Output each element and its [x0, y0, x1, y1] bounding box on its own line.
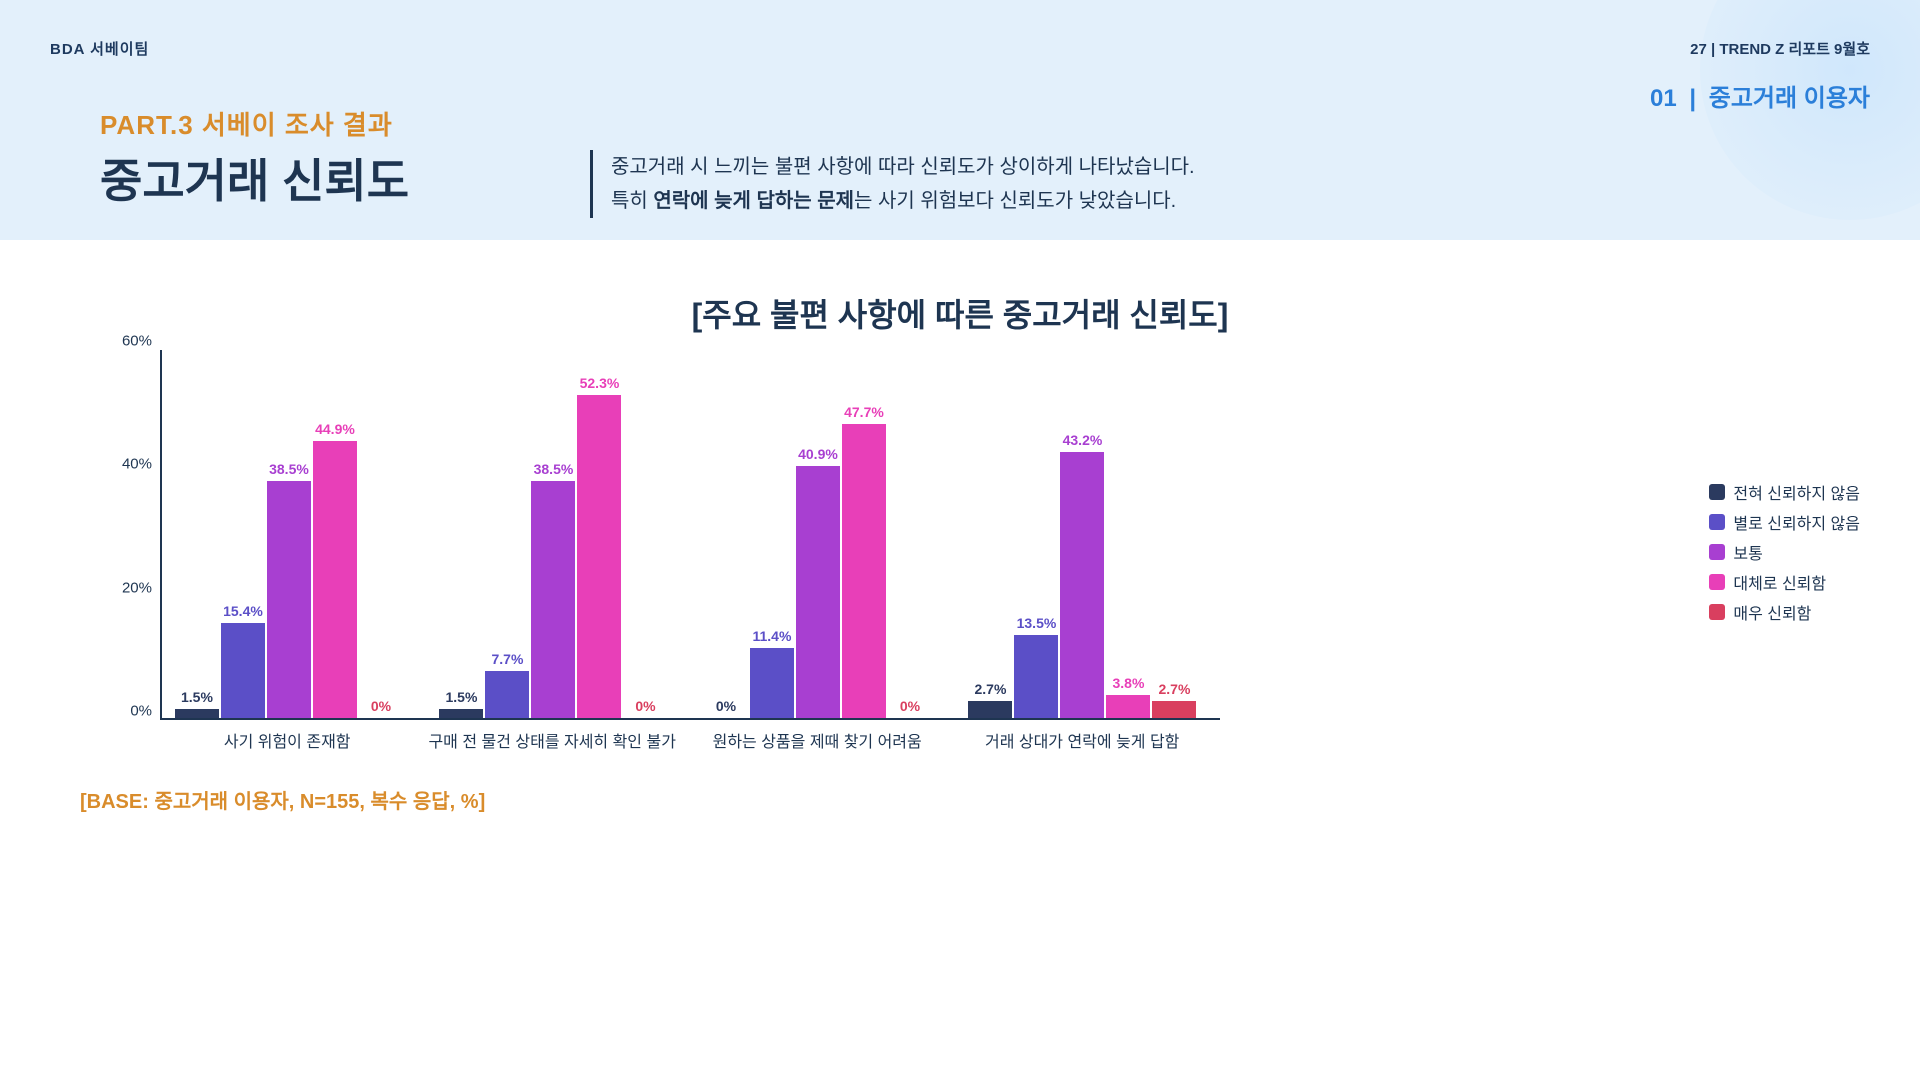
bar-value-label: 11.4%	[752, 628, 791, 644]
desc-line-1: 중고거래 시 느끼는 불편 사항에 따라 신뢰도가 상이하게 나타났습니다.	[611, 150, 1195, 184]
legend-label: 대체로 신뢰함	[1733, 570, 1826, 594]
y-axis: 0%20%40%60%	[100, 350, 160, 720]
legend-swatch	[1709, 574, 1725, 590]
y-tick: 20%	[122, 579, 152, 596]
bar-value-label: 13.5%	[1017, 615, 1057, 631]
legend-label: 전혀 신뢰하지 않음	[1733, 480, 1860, 504]
bar-value-label: 1.5%	[181, 689, 213, 705]
y-tick: 40%	[122, 456, 152, 473]
bar-value-label: 44.9%	[315, 421, 355, 437]
legend-item: 별로 신뢰하지 않음	[1709, 510, 1860, 534]
legend-item: 대체로 신뢰함	[1709, 570, 1860, 594]
x-category-label: 거래 상대가 연락에 늦게 답함	[985, 728, 1179, 752]
bar: 44.9%	[313, 441, 357, 718]
bar-value-label: 2.7%	[1158, 681, 1190, 697]
part-label: PART.3 서베이 조사 결과	[100, 105, 393, 142]
desc-line-2: 특히 연락에 늦게 답하는 문제는 사기 위험보다 신뢰도가 낮았습니다.	[611, 184, 1195, 218]
legend-item: 매우 신뢰함	[1709, 600, 1860, 624]
legend-swatch	[1709, 514, 1725, 530]
team-label: BDA 서베이팀	[50, 38, 149, 59]
bar-value-label: 0%	[635, 698, 655, 714]
bar: 13.5%	[1014, 635, 1058, 718]
section-divider: |	[1689, 85, 1696, 112]
bar-group: 1.5%7.7%38.5%52.3%0%	[439, 395, 667, 718]
bar: 52.3%	[577, 395, 621, 718]
x-category-label: 사기 위험이 존재함	[224, 728, 351, 752]
x-category-label: 구매 전 물건 상태를 자세히 확인 불가	[428, 728, 675, 752]
bar: 1.5%	[175, 709, 219, 718]
chart-legend: 전혀 신뢰하지 않음별로 신뢰하지 않음보통대체로 신뢰함매우 신뢰함	[1709, 480, 1860, 630]
legend-label: 매우 신뢰함	[1733, 600, 1811, 624]
bar-value-label: 0%	[371, 698, 391, 714]
desc-line-2-post: 는 사기 위험보다 신뢰도가 낮았습니다.	[854, 190, 1176, 212]
legend-item: 전혀 신뢰하지 않음	[1709, 480, 1860, 504]
bar-value-label: 38.5%	[269, 461, 309, 477]
bar: 1.5%	[439, 709, 483, 718]
chart-plot: 1.5%15.4%38.5%44.9%0%1.5%7.7%38.5%52.3%0…	[160, 350, 1220, 720]
x-category-label: 원하는 상품을 제때 찾기 어려움	[713, 728, 922, 752]
main-title: 중고거래 신뢰도	[100, 145, 409, 211]
bar-value-label: 52.3%	[580, 375, 620, 391]
bar-value-label: 43.2%	[1063, 432, 1103, 448]
y-tick: 60%	[122, 333, 152, 350]
bar: 47.7%	[842, 424, 886, 718]
section-number: 01	[1650, 85, 1677, 112]
bar: 3.8%	[1106, 695, 1150, 718]
bar-value-label: 1.5%	[445, 689, 477, 705]
chart-area: 0%20%40%60% 1.5%15.4%38.5%44.9%0%1.5%7.7…	[100, 350, 1220, 730]
bar-value-label: 2.7%	[974, 681, 1006, 697]
bar-value-label: 7.7%	[491, 651, 523, 667]
legend-label: 별로 신뢰하지 않음	[1733, 510, 1860, 534]
bar: 38.5%	[531, 481, 575, 718]
bar-value-label: 3.8%	[1112, 675, 1144, 691]
bar: 38.5%	[267, 481, 311, 718]
bar: 43.2%	[1060, 452, 1104, 718]
bar-value-label: 47.7%	[844, 404, 884, 420]
chart-title: [주요 불편 사항에 따른 중고거래 신뢰도]	[0, 290, 1920, 336]
bar-group: 2.7%13.5%43.2%3.8%2.7%	[968, 452, 1196, 718]
bar: 15.4%	[221, 623, 265, 718]
bar: 11.4%	[750, 648, 794, 718]
section-name: 중고거래 이용자	[1709, 85, 1870, 112]
description-block: 중고거래 시 느끼는 불편 사항에 따라 신뢰도가 상이하게 나타났습니다. 특…	[590, 150, 1195, 218]
y-tick: 0%	[130, 703, 152, 720]
bar: 7.7%	[485, 671, 529, 718]
legend-swatch	[1709, 544, 1725, 560]
bar-group: 0%11.4%40.9%47.7%0%	[704, 424, 932, 718]
legend-label: 보통	[1733, 540, 1762, 564]
header-band: BDA 서베이팀 27 | TREND Z 리포트 9월호 01 | 중고거래 …	[0, 0, 1920, 240]
desc-line-2-pre: 특히	[611, 190, 653, 212]
base-note: [BASE: 중고거래 이용자, N=155, 복수 응답, %]	[80, 785, 485, 814]
bar: 2.7%	[968, 701, 1012, 718]
legend-swatch	[1709, 484, 1725, 500]
bar-value-label: 0%	[716, 698, 736, 714]
section-tag: 01 | 중고거래 이용자	[1650, 78, 1870, 113]
bar-value-label: 15.4%	[223, 603, 263, 619]
bar-value-label: 38.5%	[534, 461, 574, 477]
bar-group: 1.5%15.4%38.5%44.9%0%	[175, 441, 403, 718]
legend-swatch	[1709, 604, 1725, 620]
bar: 40.9%	[796, 466, 840, 718]
bar: 2.7%	[1152, 701, 1196, 718]
legend-item: 보통	[1709, 540, 1860, 564]
page-meta: 27 | TREND Z 리포트 9월호	[1690, 38, 1870, 59]
bar-value-label: 40.9%	[798, 446, 838, 462]
desc-line-2-bold: 연락에 늦게 답하는 문제	[653, 190, 854, 212]
bar-value-label: 0%	[900, 698, 920, 714]
